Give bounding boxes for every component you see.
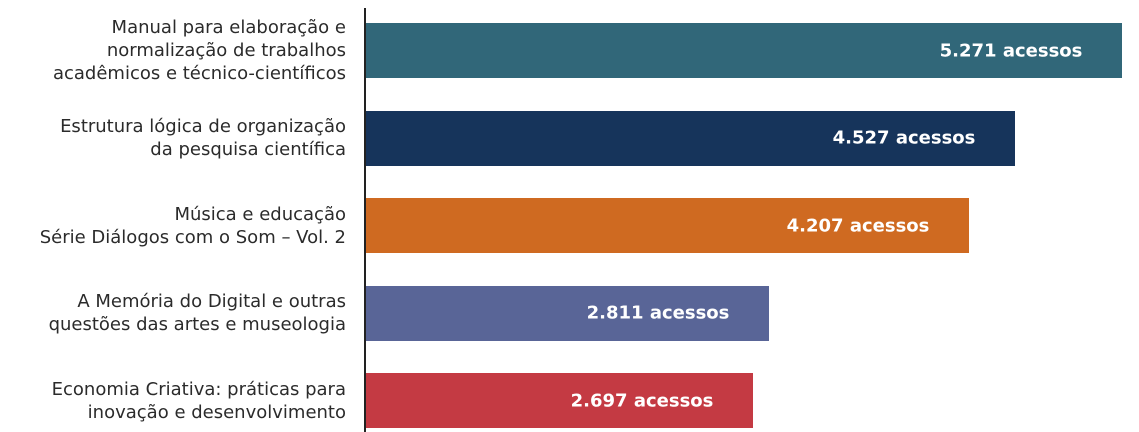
bar-value-label-1: 5.271 acessos — [939, 40, 1083, 61]
category-label-line: Manual para elaboração e — [111, 17, 346, 38]
bar-value-label-5: 2.697 acessos — [570, 390, 714, 411]
category-label-line: Economia Criativa: práticas para — [51, 378, 346, 400]
bar-2 — [366, 110, 1015, 166]
category-label-line: Música e educação — [174, 203, 346, 225]
bar-3 — [366, 198, 969, 253]
category-label-line: Série Diálogos com o Som – Vol. 2 — [39, 226, 346, 248]
category-axis-line — [364, 8, 366, 432]
category-label-line: questões das artes e museologia — [48, 314, 346, 335]
category-label-1: Manual para elaboração e normalização de … — [0, 16, 346, 85]
category-label-3: Música e educação Série Diálogos com o So… — [0, 203, 346, 249]
category-label-5: Economia Criativa: práticas para inovação… — [0, 378, 346, 424]
category-label-4: A Memória do Digital e outras questões da… — [0, 290, 346, 336]
category-label-line: Estrutura lógica de organização — [60, 116, 346, 137]
bar-1 — [366, 23, 1122, 78]
category-label-line: acadêmicos e técnico-científicos — [52, 63, 346, 84]
bar-value-label-3: 4.207 acessos — [786, 215, 930, 236]
category-label-line: da pesquisa científica — [150, 139, 346, 160]
category-label-2: Estrutura lógica de organização da pesqui… — [0, 115, 346, 161]
category-label-line: A Memória do Digital e outras — [77, 291, 346, 312]
bar-value-label-4: 2.811 acessos — [586, 302, 730, 324]
bar-value-label-2: 4.527 acessos — [832, 127, 976, 149]
bar-5 — [366, 373, 753, 428]
bar-4 — [366, 285, 769, 341]
category-label-line: normalização de trabalhos — [106, 40, 346, 61]
category-label-line: inovação e desenvolvimento — [87, 401, 346, 423]
